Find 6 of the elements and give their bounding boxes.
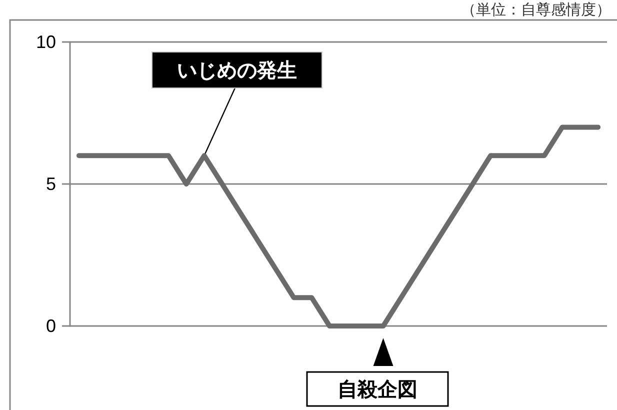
y-tick-label: 10 (36, 32, 56, 52)
y-tick-label: 0 (46, 316, 56, 336)
annotation: いじめの発生 (177, 58, 297, 82)
chart-subtitle: （単位：自尊感情度） (461, 0, 611, 18)
y-tick-label: 5 (46, 174, 56, 194)
text: 自殺企図 (338, 377, 418, 401)
